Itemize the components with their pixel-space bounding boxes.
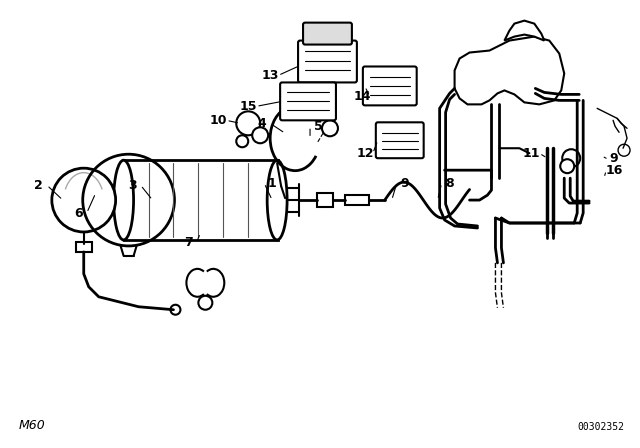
Polygon shape — [504, 21, 544, 41]
Circle shape — [560, 159, 574, 173]
Circle shape — [618, 144, 630, 156]
FancyBboxPatch shape — [363, 66, 417, 105]
Text: 15: 15 — [239, 100, 257, 113]
Text: 4: 4 — [258, 117, 266, 130]
Circle shape — [252, 127, 268, 143]
Text: 3: 3 — [128, 179, 137, 192]
Text: 13: 13 — [262, 69, 279, 82]
Circle shape — [170, 305, 180, 314]
Circle shape — [198, 296, 212, 310]
Text: 14: 14 — [353, 90, 371, 103]
Circle shape — [322, 121, 338, 136]
Circle shape — [236, 135, 248, 147]
Circle shape — [236, 112, 260, 135]
Polygon shape — [454, 37, 564, 104]
Text: M60: M60 — [19, 419, 45, 432]
Bar — [76, 242, 92, 252]
Ellipse shape — [267, 160, 287, 240]
FancyBboxPatch shape — [280, 82, 336, 121]
Text: 10: 10 — [209, 114, 227, 127]
Text: 5: 5 — [314, 120, 323, 133]
Text: 16: 16 — [605, 164, 623, 177]
Text: 8: 8 — [445, 177, 454, 190]
Circle shape — [52, 168, 116, 232]
Text: 12: 12 — [356, 147, 374, 160]
Text: 9: 9 — [610, 152, 618, 165]
Text: 1: 1 — [268, 177, 276, 190]
Text: 2: 2 — [35, 179, 44, 192]
Text: 11: 11 — [523, 147, 540, 160]
Bar — [345, 195, 369, 205]
Text: 7: 7 — [184, 237, 193, 250]
Text: 9: 9 — [401, 177, 409, 190]
Bar — [124, 160, 278, 240]
Circle shape — [563, 149, 580, 167]
FancyBboxPatch shape — [303, 23, 352, 44]
FancyBboxPatch shape — [298, 41, 357, 82]
Bar — [317, 193, 333, 207]
Text: 00302352: 00302352 — [577, 422, 624, 432]
Text: 6: 6 — [74, 207, 83, 220]
Ellipse shape — [114, 160, 134, 240]
FancyBboxPatch shape — [376, 122, 424, 158]
